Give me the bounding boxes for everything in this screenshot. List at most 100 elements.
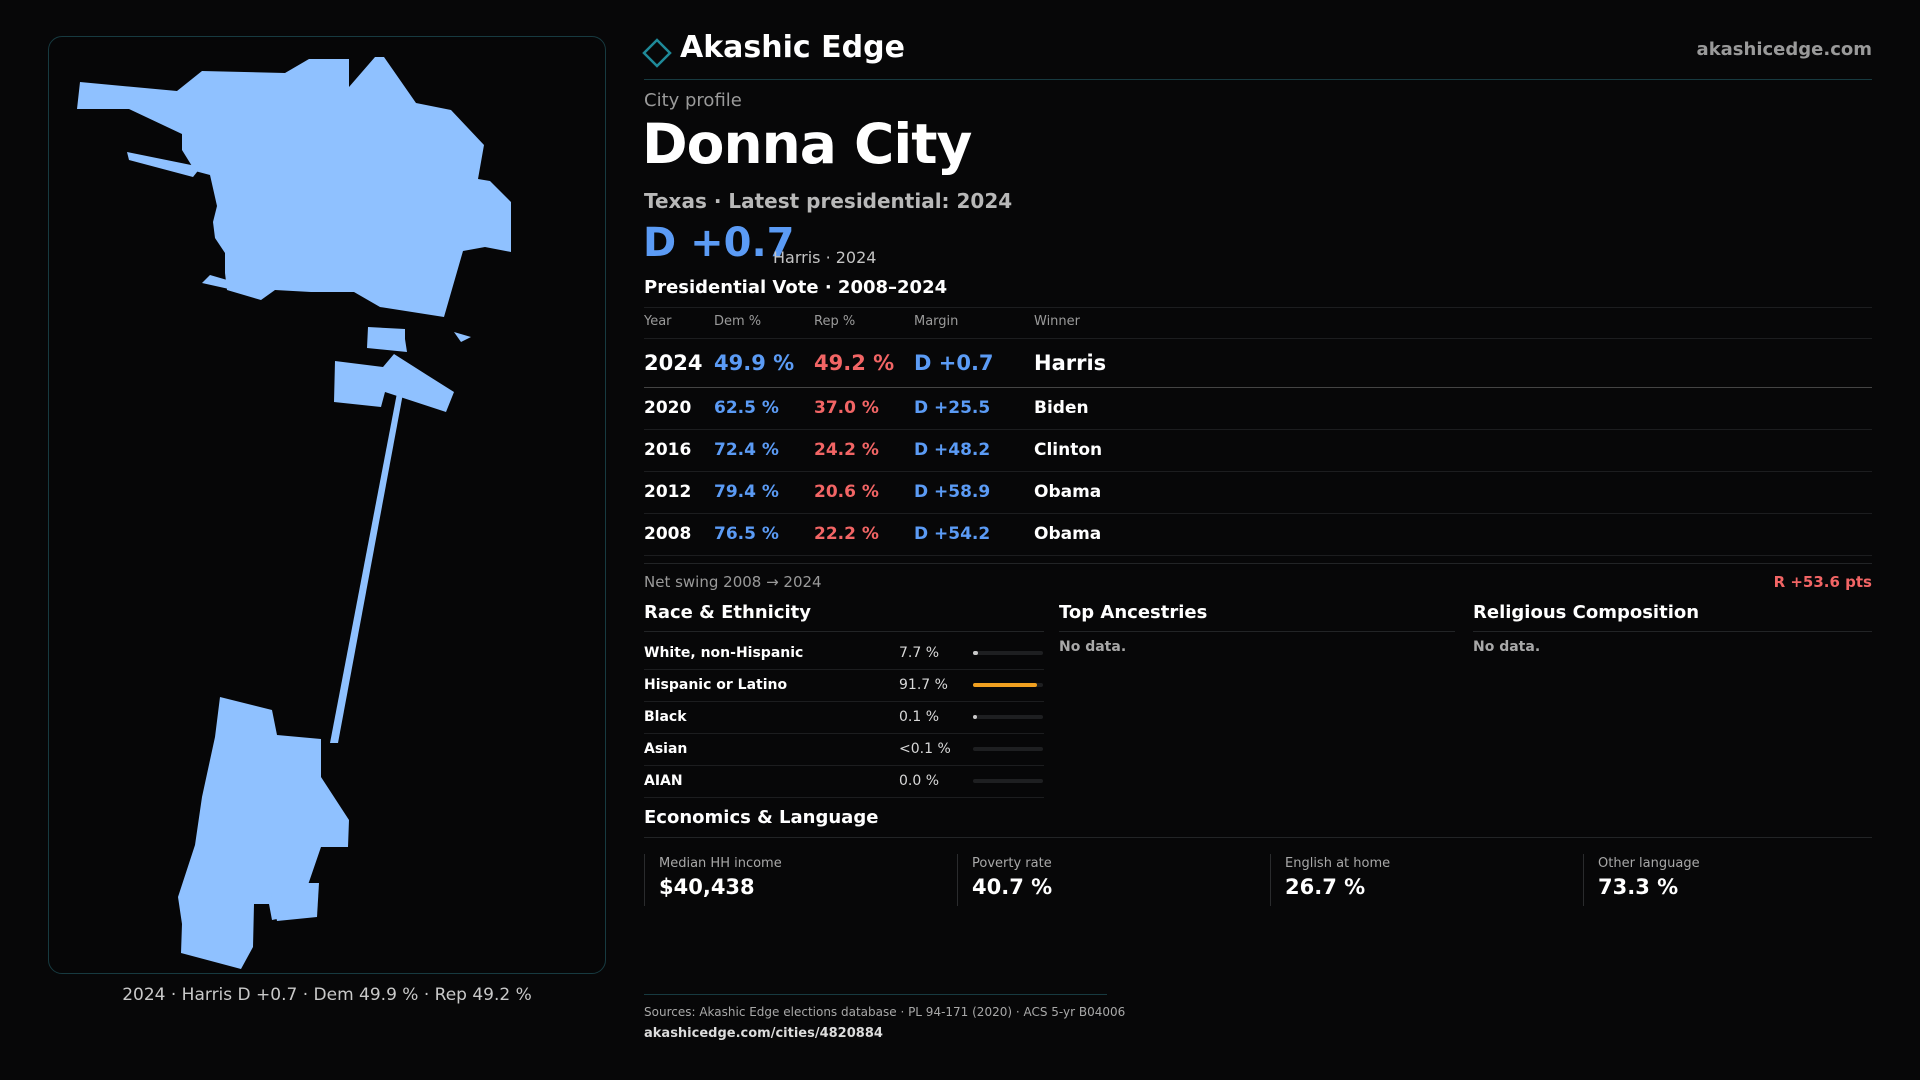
cell-dem: 72.4 % xyxy=(714,440,779,460)
table-header: Year Dem % Rep % Margin Winner xyxy=(644,307,1872,339)
race-row: Asian <0.1 % xyxy=(644,733,1044,766)
site-link[interactable]: akashicedge.com xyxy=(1696,39,1872,60)
race-row: Black 0.1 % xyxy=(644,701,1044,734)
sources-text: Sources: Akashic Edge elections database… xyxy=(644,1005,1126,1019)
cell-dem: 76.5 % xyxy=(714,524,779,544)
table-row: 2008 76.5 % 22.2 % D +54.2 Obama xyxy=(644,514,1872,556)
race-section-title: Race & Ethnicity xyxy=(644,602,811,623)
cell-margin: D +25.5 xyxy=(914,398,991,418)
race-bar-fill xyxy=(973,683,1038,687)
stat-label: English at home xyxy=(1285,856,1391,871)
cell-rep: 49.2 % xyxy=(814,351,895,375)
cell-rep: 37.0 % xyxy=(814,398,879,418)
cell-margin: D +0.7 xyxy=(914,351,994,375)
vote-table: Year Dem % Rep % Margin Winner 2024 49.9… xyxy=(644,307,1872,556)
stat-english-at-home: English at home 26.7 % xyxy=(1270,854,1390,906)
diamond-logo-icon xyxy=(642,38,672,68)
race-name: Hispanic or Latino xyxy=(644,677,788,693)
race-row: White, non-Hispanic 7.7 % xyxy=(644,637,1044,670)
cell-dem: 79.4 % xyxy=(714,482,779,502)
race-name: White, non-Hispanic xyxy=(644,645,804,661)
stat-value: 40.7 % xyxy=(972,875,1053,899)
cell-rep: 24.2 % xyxy=(814,440,879,460)
cell-rep: 20.6 % xyxy=(814,482,879,502)
cell-dem: 62.5 % xyxy=(714,398,779,418)
race-bar-track xyxy=(973,779,1043,783)
stat-label: Median HH income xyxy=(659,856,782,871)
race-name: AIAN xyxy=(644,773,683,789)
race-bar-track xyxy=(973,715,1043,719)
cell-year: 2024 xyxy=(644,351,703,375)
race-bar-fill xyxy=(973,651,979,655)
race-bar-track xyxy=(973,683,1043,687)
religion-empty-text: No data. xyxy=(1473,639,1541,655)
religion-divider xyxy=(1473,631,1872,632)
swing-value: R +53.6 pts xyxy=(1773,573,1872,591)
race-name: Asian xyxy=(644,741,688,757)
stat-value: 73.3 % xyxy=(1598,875,1679,899)
race-bar-track xyxy=(973,747,1043,751)
race-pct: 7.7 % xyxy=(899,645,940,661)
table-divider xyxy=(644,563,1872,564)
stat-other-language: Other language 73.3 % xyxy=(1583,854,1700,906)
race-bar-fill xyxy=(973,715,977,719)
stat-median-income: Median HH income $40,438 xyxy=(644,854,782,906)
race-row: AIAN 0.0 % xyxy=(644,765,1044,798)
header-winner: Winner xyxy=(1034,314,1081,329)
economics-divider xyxy=(644,837,1872,838)
ancestries-divider xyxy=(1059,631,1455,632)
race-pct: <0.1 % xyxy=(899,741,951,757)
header-rep: Rep % xyxy=(814,314,856,329)
race-bar-track xyxy=(973,651,1043,655)
race-name: Black xyxy=(644,709,687,725)
page-url-link[interactable]: akashicedge.com/cities/4820884 xyxy=(644,1026,883,1041)
header-dem: Dem % xyxy=(714,314,762,329)
cell-year: 2012 xyxy=(644,482,692,502)
race-row: Hispanic or Latino 91.7 % xyxy=(644,669,1044,702)
headline-margin: D +0.7 xyxy=(643,220,795,266)
cell-winner: Obama xyxy=(1034,524,1102,544)
stat-label: Poverty rate xyxy=(972,856,1052,871)
map-caption: 2024 · Harris D +0.7 · Dem 49.9 % · Rep … xyxy=(122,985,532,1005)
table-row: 2012 79.4 % 20.6 % D +58.9 Obama xyxy=(644,472,1872,514)
cell-year: 2020 xyxy=(644,398,692,418)
vote-section-title: Presidential Vote · 2008–2024 xyxy=(644,277,948,298)
city-boundary-map xyxy=(48,36,606,974)
race-pct: 91.7 % xyxy=(899,677,948,693)
cell-winner: Clinton xyxy=(1034,440,1103,460)
cell-year: 2008 xyxy=(644,524,692,544)
footer-divider xyxy=(644,994,1107,995)
table-row: 2024 49.9 % 49.2 % D +0.7 Harris xyxy=(644,339,1872,388)
page-eyebrow: City profile xyxy=(644,90,742,111)
page-title: Donna City xyxy=(642,112,972,176)
cell-dem: 49.9 % xyxy=(714,351,795,375)
brand-name: Akashic Edge xyxy=(680,30,905,65)
religion-section-title: Religious Composition xyxy=(1473,602,1700,623)
page-subtitle: Texas · Latest presidential: 2024 xyxy=(644,189,1013,213)
cell-margin: D +58.9 xyxy=(914,482,991,502)
ancestries-empty-text: No data. xyxy=(1059,639,1127,655)
headline-note: Harris · 2024 xyxy=(773,248,877,267)
stat-value: $40,438 xyxy=(659,875,755,899)
swing-label: Net swing 2008 → 2024 xyxy=(644,573,822,591)
cell-margin: D +54.2 xyxy=(914,524,991,544)
header-year: Year xyxy=(644,314,672,329)
race-pct: 0.0 % xyxy=(899,773,940,789)
table-row: 2016 72.4 % 24.2 % D +48.2 Clinton xyxy=(644,430,1872,472)
stat-poverty-rate: Poverty rate 40.7 % xyxy=(957,854,1052,906)
ancestries-section-title: Top Ancestries xyxy=(1059,602,1208,623)
city-shape xyxy=(77,57,511,969)
header-divider xyxy=(644,79,1872,80)
stat-value: 26.7 % xyxy=(1285,875,1366,899)
race-divider xyxy=(644,631,1044,632)
cell-margin: D +48.2 xyxy=(914,440,991,460)
cell-winner: Obama xyxy=(1034,482,1102,502)
race-pct: 0.1 % xyxy=(899,709,940,725)
cell-winner: Harris xyxy=(1034,351,1107,375)
stat-label: Other language xyxy=(1598,856,1700,871)
cell-rep: 22.2 % xyxy=(814,524,879,544)
header-margin: Margin xyxy=(914,314,959,329)
cell-year: 2016 xyxy=(644,440,692,460)
table-row: 2020 62.5 % 37.0 % D +25.5 Biden xyxy=(644,388,1872,430)
economics-section-title: Economics & Language xyxy=(644,807,879,828)
